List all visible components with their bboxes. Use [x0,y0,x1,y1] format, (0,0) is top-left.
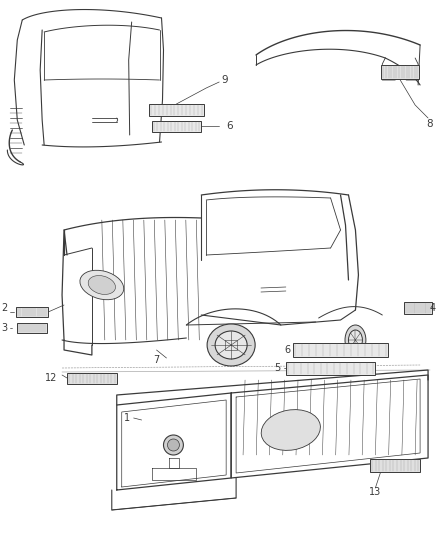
Text: 6: 6 [285,345,291,355]
Text: 1: 1 [124,413,130,423]
Bar [293,343,388,357]
Text: 8: 8 [427,119,433,129]
Ellipse shape [349,330,362,350]
Bar [67,373,117,384]
Ellipse shape [215,331,247,359]
Text: 5: 5 [275,363,281,373]
Bar [17,323,47,333]
Text: 13: 13 [369,487,381,497]
Bar [404,302,432,314]
Bar [16,307,48,317]
Bar [152,120,201,132]
Ellipse shape [261,410,320,450]
Ellipse shape [345,325,366,355]
Bar [149,104,204,116]
Ellipse shape [80,270,124,300]
Circle shape [167,439,180,451]
Text: 12: 12 [45,373,57,383]
Text: 7: 7 [153,355,160,365]
Bar [286,361,375,375]
Ellipse shape [207,324,255,366]
Circle shape [163,435,184,455]
Ellipse shape [88,276,116,294]
Text: 2: 2 [1,303,7,313]
Text: 6: 6 [226,121,233,131]
Bar [381,65,419,79]
Text: 4: 4 [430,303,436,313]
Bar [371,458,420,472]
Text: 3: 3 [1,323,7,333]
Text: 9: 9 [222,75,229,85]
